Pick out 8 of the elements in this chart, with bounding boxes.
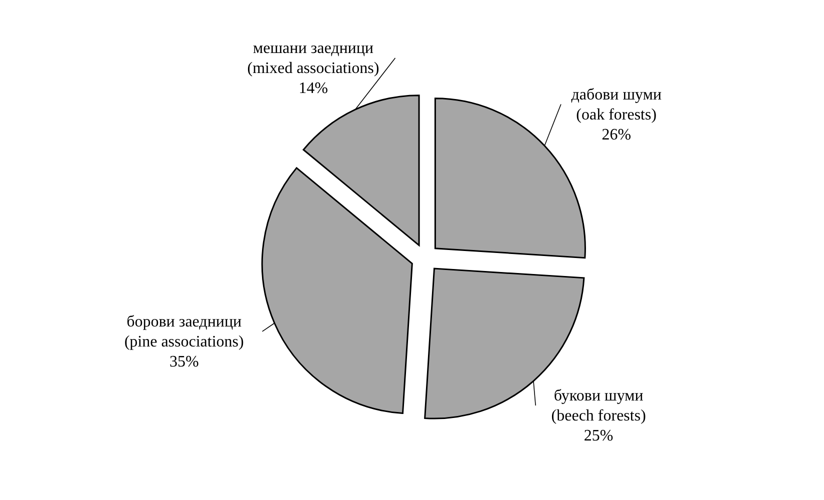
slice-label: букови шуми (beech forests)	[551, 388, 646, 425]
data-label: 35%	[169, 353, 199, 370]
slice-label: мешани заедници (mixed associations)	[247, 40, 380, 77]
slice-label: дабови шуми (oak forests)	[571, 86, 662, 124]
data-label: 26%	[602, 126, 632, 144]
data-label: 25%	[584, 428, 614, 445]
data-label: 14%	[298, 80, 328, 97]
slice-label: борови заедници (pine associations)	[124, 313, 244, 350]
